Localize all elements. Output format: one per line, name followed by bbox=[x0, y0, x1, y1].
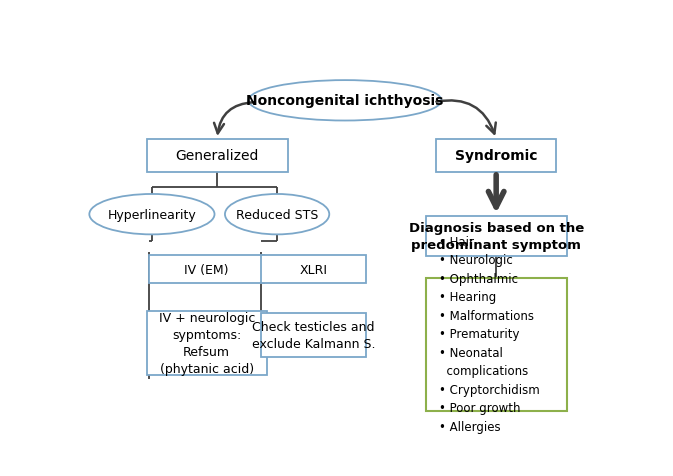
Text: XLRI: XLRI bbox=[299, 263, 328, 276]
Ellipse shape bbox=[90, 195, 215, 235]
FancyBboxPatch shape bbox=[261, 314, 366, 357]
Text: Check testicles and
exclude Kalmann S.: Check testicles and exclude Kalmann S. bbox=[252, 321, 376, 351]
FancyBboxPatch shape bbox=[147, 311, 267, 375]
Text: Generalized: Generalized bbox=[176, 149, 259, 163]
Ellipse shape bbox=[248, 81, 441, 121]
Text: IV + neurologic
sypmtoms:
Refsum
(phytanic acid): IV + neurologic sypmtoms: Refsum (phytan… bbox=[159, 311, 255, 375]
Text: • Hair
• Neurologic
• Ophthalmic
• Hearing
• Malformations
• Prematurity
• Neona: • Hair • Neurologic • Ophthalmic • Heari… bbox=[439, 235, 540, 433]
FancyBboxPatch shape bbox=[436, 139, 556, 173]
FancyBboxPatch shape bbox=[426, 217, 567, 257]
Text: Syndromic: Syndromic bbox=[455, 149, 538, 163]
Text: Hyperlinearity: Hyperlinearity bbox=[108, 208, 197, 221]
FancyBboxPatch shape bbox=[147, 139, 287, 173]
Text: Reduced STS: Reduced STS bbox=[236, 208, 318, 221]
FancyBboxPatch shape bbox=[426, 279, 567, 411]
Text: IV (EM): IV (EM) bbox=[184, 263, 229, 276]
FancyBboxPatch shape bbox=[261, 256, 366, 283]
Text: Diagnosis based on the
predominant symptom: Diagnosis based on the predominant sympt… bbox=[409, 222, 583, 252]
Text: Noncongenital ichthyosis: Noncongenital ichthyosis bbox=[246, 94, 444, 108]
FancyBboxPatch shape bbox=[149, 256, 264, 283]
Ellipse shape bbox=[225, 195, 329, 235]
